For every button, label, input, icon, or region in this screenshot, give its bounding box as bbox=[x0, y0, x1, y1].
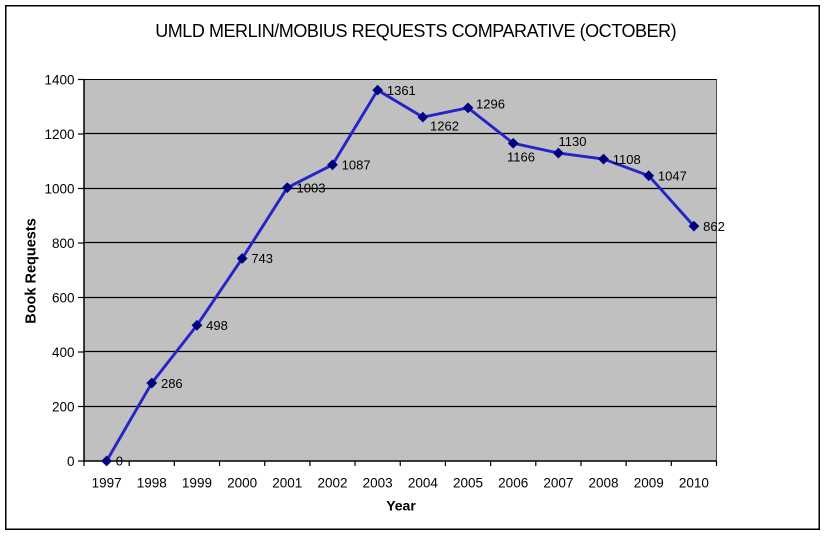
svg-text:2006: 2006 bbox=[498, 476, 528, 491]
svg-text:1296: 1296 bbox=[476, 97, 505, 112]
svg-text:2008: 2008 bbox=[589, 476, 619, 491]
svg-text:862: 862 bbox=[703, 219, 725, 234]
svg-text:1130: 1130 bbox=[559, 134, 587, 149]
svg-text:1262: 1262 bbox=[430, 119, 459, 134]
svg-text:2010: 2010 bbox=[679, 476, 709, 491]
svg-text:2003: 2003 bbox=[363, 476, 393, 491]
svg-text:2002: 2002 bbox=[317, 476, 347, 491]
svg-text:1999: 1999 bbox=[182, 476, 212, 491]
svg-text:1361: 1361 bbox=[387, 83, 416, 98]
svg-text:743: 743 bbox=[251, 251, 273, 266]
svg-text:600: 600 bbox=[52, 290, 75, 305]
svg-text:1400: 1400 bbox=[44, 72, 74, 87]
svg-text:1166: 1166 bbox=[507, 150, 535, 165]
svg-text:286: 286 bbox=[161, 376, 183, 391]
svg-text:498: 498 bbox=[206, 318, 228, 333]
svg-text:2000: 2000 bbox=[227, 476, 257, 491]
svg-text:2005: 2005 bbox=[453, 476, 483, 491]
svg-text:200: 200 bbox=[52, 399, 75, 414]
svg-text:0: 0 bbox=[116, 454, 123, 469]
svg-text:UMLD MERLIN/MOBIUS REQUESTS CO: UMLD MERLIN/MOBIUS REQUESTS COMPARATIVE … bbox=[155, 21, 676, 41]
svg-text:Book Requests: Book Requests bbox=[24, 218, 40, 324]
svg-text:2004: 2004 bbox=[408, 476, 439, 491]
svg-text:800: 800 bbox=[52, 236, 75, 251]
svg-text:2001: 2001 bbox=[272, 476, 302, 491]
svg-text:1087: 1087 bbox=[342, 157, 371, 172]
svg-text:1200: 1200 bbox=[44, 127, 74, 142]
svg-text:400: 400 bbox=[52, 345, 75, 360]
svg-text:2007: 2007 bbox=[543, 476, 573, 491]
svg-text:1108: 1108 bbox=[613, 152, 641, 167]
svg-text:0: 0 bbox=[67, 454, 75, 469]
svg-text:1003: 1003 bbox=[297, 180, 326, 195]
svg-text:1998: 1998 bbox=[137, 476, 167, 491]
svg-text:2009: 2009 bbox=[634, 476, 664, 491]
svg-text:1000: 1000 bbox=[44, 181, 74, 196]
svg-text:Year: Year bbox=[386, 497, 416, 513]
svg-text:1997: 1997 bbox=[92, 476, 122, 491]
svg-text:1047: 1047 bbox=[658, 168, 687, 183]
